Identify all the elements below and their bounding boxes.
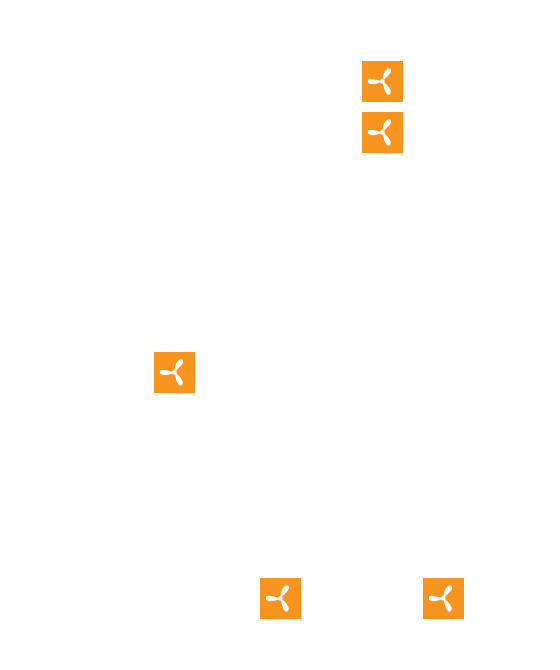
fan-icon <box>362 112 403 153</box>
fan-icon <box>154 352 195 393</box>
fan-icon <box>362 61 403 102</box>
fan-icon <box>260 578 301 619</box>
fan-icon <box>423 578 464 619</box>
